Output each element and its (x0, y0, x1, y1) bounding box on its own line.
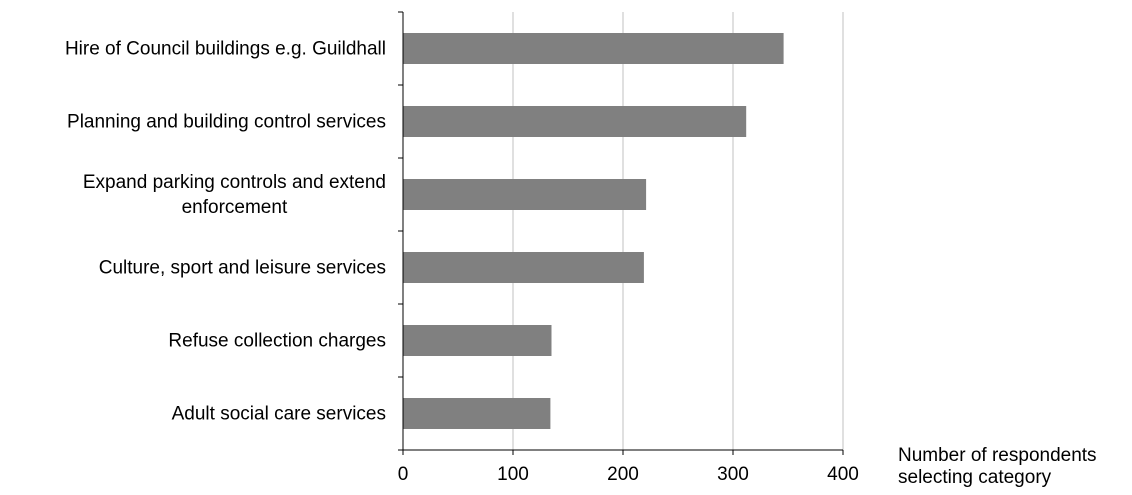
x-tick-labels: 0 100 200 300 400 (398, 464, 859, 485)
x-tick-label-300: 300 (717, 464, 749, 485)
x-tick-label-200: 200 (607, 464, 639, 485)
bar-4 (403, 252, 644, 283)
category-label-line: Culture, sport and leisure services (99, 257, 386, 278)
bar-1 (403, 33, 784, 64)
bar-5 (403, 325, 552, 356)
category-label-6: Adult social care services (172, 403, 386, 424)
category-label-line: Hire of Council buildings e.g. Guildhall (65, 38, 386, 59)
category-label-line: Refuse collection charges (168, 330, 386, 351)
category-label-3: Expand parking controls and extend enforc… (83, 172, 386, 218)
category-label-4: Culture, sport and leisure services (99, 257, 386, 278)
x-axis-title: Number of respondents selecting category (898, 445, 1097, 488)
category-label-2: Planning and building control services (67, 111, 386, 132)
bar-6 (403, 398, 551, 429)
bars (403, 33, 784, 429)
category-label-line: Planning and building control services (67, 111, 386, 132)
gridlines (512, 12, 844, 450)
category-label-1: Hire of Council buildings e.g. Guildhall (65, 38, 386, 59)
x-tick-label-100: 100 (497, 464, 529, 485)
bar-3 (403, 179, 647, 210)
x-axis-label: Number of respondents selecting category (898, 445, 1097, 488)
category-label-line: Adult social care services (172, 403, 386, 424)
x-axis-label-line: Number of respondents (898, 445, 1097, 466)
bar-2 (403, 106, 747, 137)
category-label-line: Expand parking controls and extend (83, 172, 386, 193)
x-axis-label-line: selecting category (898, 467, 1052, 488)
axes (398, 11, 844, 455)
category-label-line: enforcement (182, 197, 288, 218)
x-tick-label-0: 0 (398, 464, 409, 485)
category-label-5: Refuse collection charges (168, 330, 386, 351)
category-labels: Hire of Council buildings e.g. Guildhall… (65, 38, 386, 424)
x-tick-label-400: 400 (827, 464, 859, 485)
